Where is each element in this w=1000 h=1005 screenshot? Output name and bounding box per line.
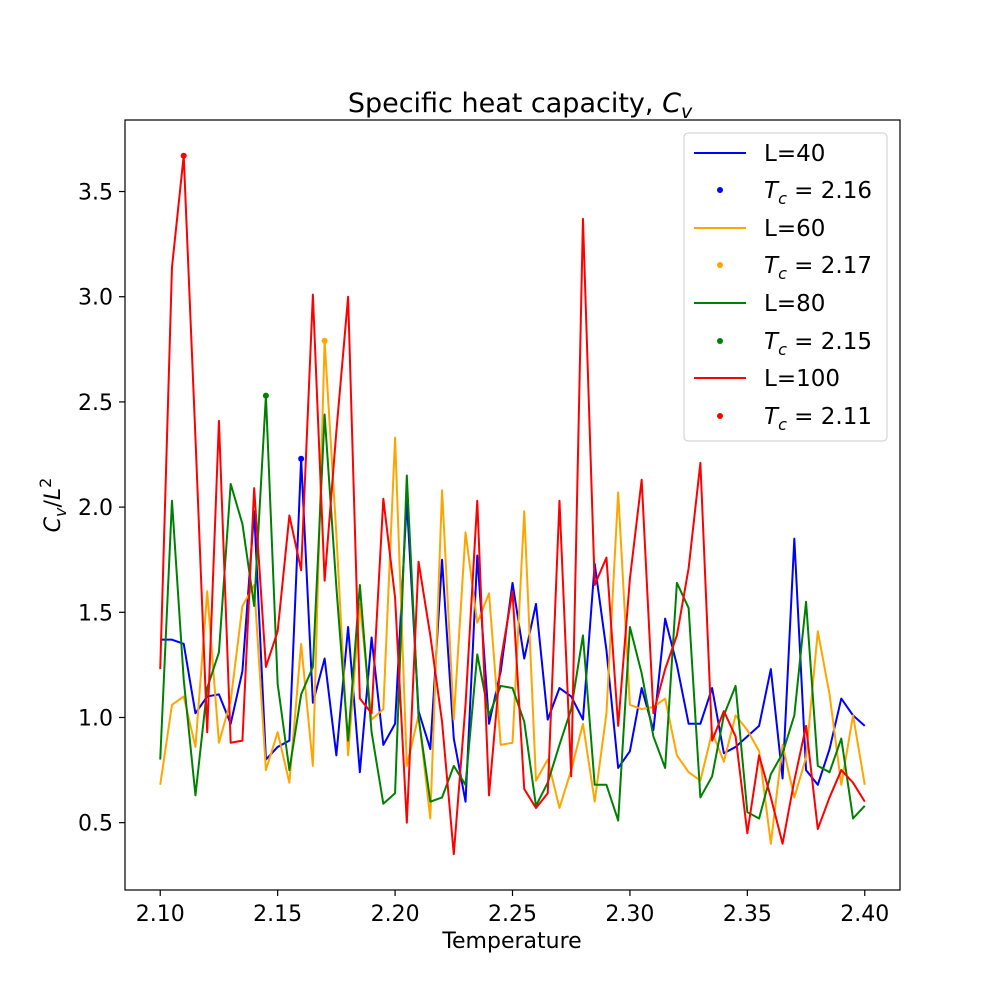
x-tick-label: 2.10 — [136, 902, 185, 927]
y-axis-label: Cv/L2 — [36, 478, 70, 533]
y-tick-label: 3.0 — [78, 286, 113, 311]
legend-entry-label: L=60 — [764, 216, 825, 242]
legend-entry-label: L=80 — [764, 291, 825, 317]
x-tick-label: 2.25 — [488, 902, 537, 927]
axis-ticks: 2.10 2.15 2.20 2.25 2.30 2.35 2.40 0.5 1.0 1.5 2.0… — [78, 181, 889, 927]
x-tick-label: 2.30 — [605, 902, 654, 927]
y-tick-label: 1.0 — [78, 706, 113, 731]
y-tick-label: 3.5 — [78, 181, 113, 206]
legend-marker-swatch — [717, 338, 723, 344]
legend: L=40 Tc = 2.16 L=60 Tc = 2.17 L=80 Tc = … — [683, 132, 888, 442]
series-line-2 — [159, 339, 866, 845]
series-line-4 — [159, 154, 866, 856]
y-tick-label: 2.5 — [78, 391, 113, 416]
critical-temperature-point-2 — [321, 337, 328, 344]
x-tick-label: 2.15 — [253, 902, 302, 927]
critical-temperature-point-4 — [180, 152, 187, 159]
legend-entry-label: L=40 — [764, 141, 825, 167]
legend-entry-label: L=100 — [764, 366, 840, 392]
legend-box — [683, 132, 888, 442]
series-line-1 — [160, 457, 866, 803]
y-tick-label: 1.5 — [78, 601, 113, 626]
y-tick-label: 2.0 — [78, 496, 113, 521]
x-tick-label: 2.35 — [723, 902, 772, 927]
legend-entry-label: Tc = 2.11 — [764, 404, 872, 434]
series-line-3 — [159, 394, 866, 822]
y-tick-label: 0.5 — [78, 812, 113, 837]
legend-marker-swatch — [717, 413, 723, 419]
x-tick-label: 2.20 — [371, 902, 420, 927]
legend-entry-label: Tc = 2.15 — [764, 329, 872, 359]
legend-entry-label: Tc = 2.16 — [764, 178, 872, 208]
x-tick-label: 2.40 — [840, 902, 889, 927]
x-axis-label: Temperature — [441, 929, 581, 954]
plot-area — [159, 152, 866, 856]
chart-title: Specific heat capacity, Cv — [348, 88, 693, 123]
legend-marker-swatch — [717, 187, 723, 193]
critical-temperature-point-3 — [262, 392, 269, 399]
legend-entry-label: Tc = 2.17 — [764, 253, 872, 283]
legend-marker-swatch — [717, 262, 723, 268]
critical-temperature-point-1 — [298, 455, 305, 462]
